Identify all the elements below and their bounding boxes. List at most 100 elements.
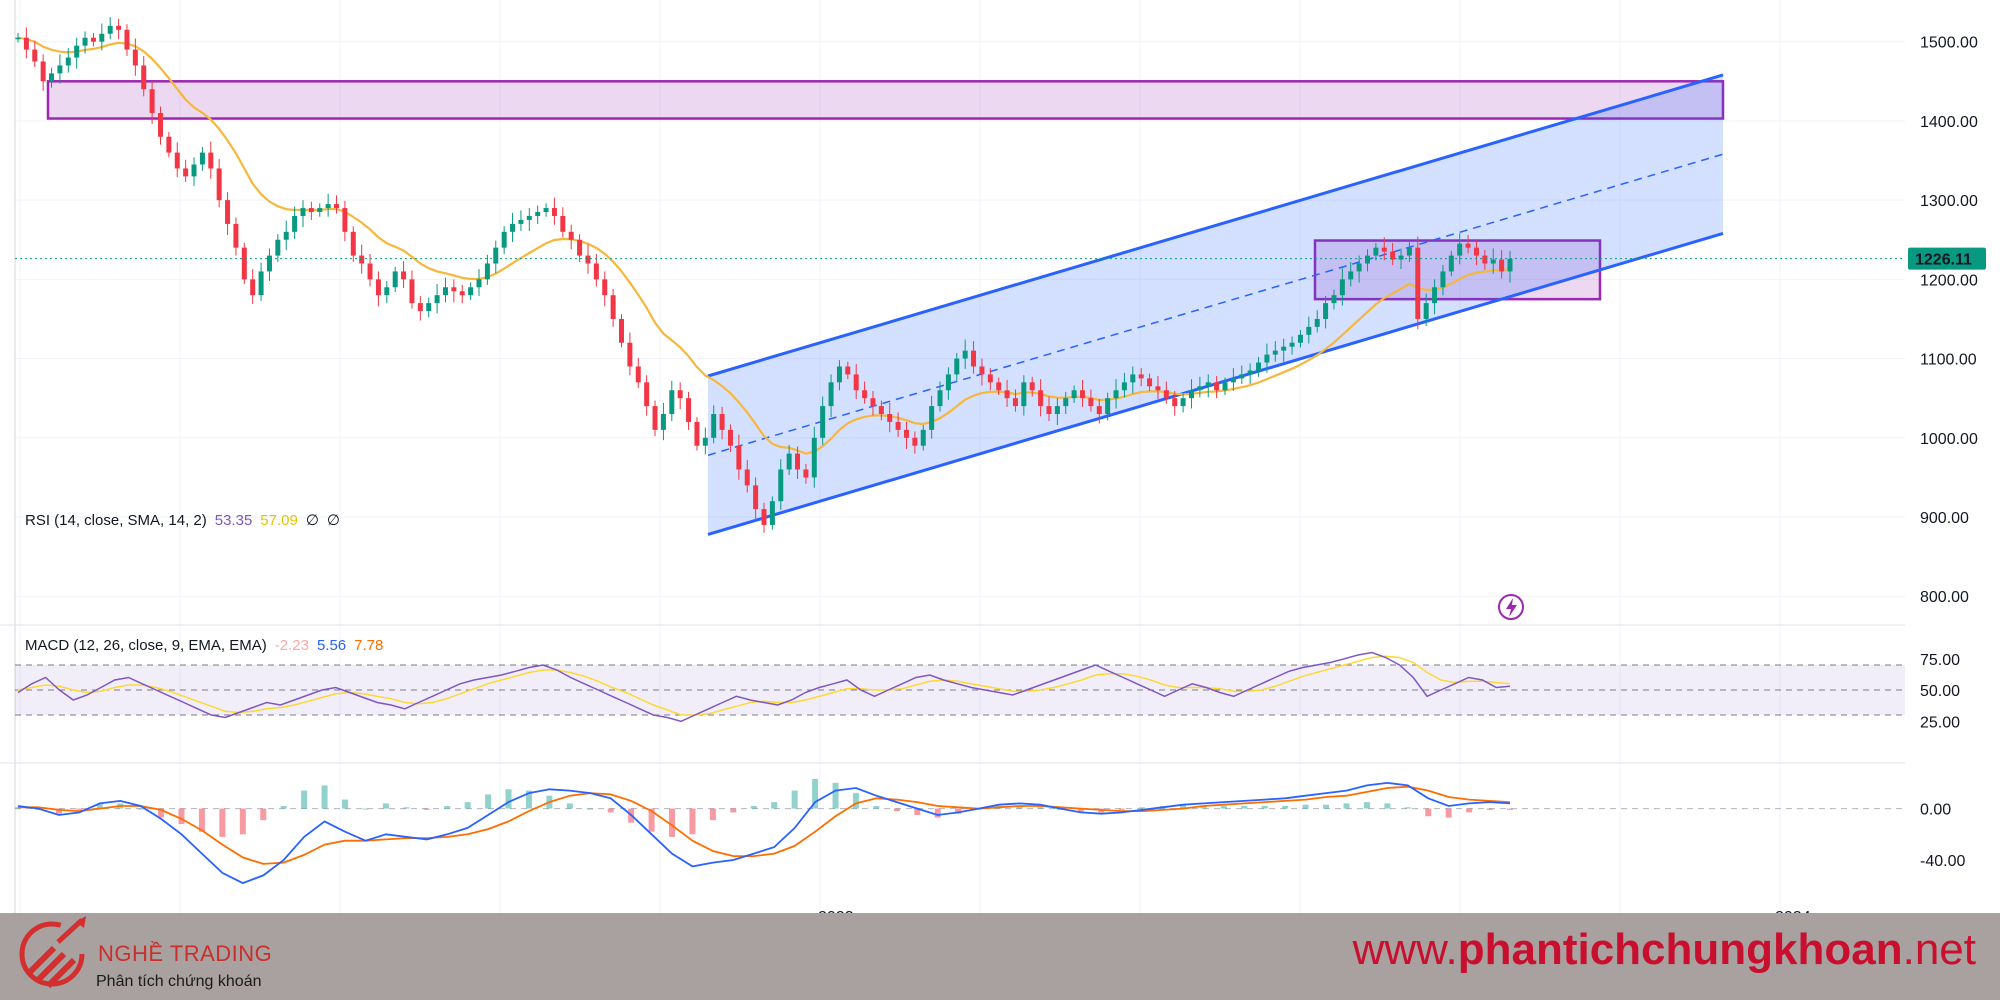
candle-body [627,342,633,367]
macd-histogram-bar [1323,804,1330,809]
candle-body [141,65,147,90]
candle-body [442,287,448,296]
candle-body [74,45,80,58]
candle-body [250,279,256,296]
candle-body [568,231,574,240]
macd-histogram-bar [1282,806,1289,809]
current-price-badge [1908,247,1986,270]
candle-body [1339,279,1345,296]
candle-body [99,33,105,42]
candle-body [903,429,909,438]
macd-histogram-bar [1179,804,1186,809]
candle-body [1054,406,1060,415]
channel-fill [708,74,1723,535]
candle-body [1080,390,1086,399]
candle-body [426,303,432,312]
candle-body [795,453,801,470]
macd-histogram-bar [566,803,573,809]
candle-body [543,208,549,213]
candle-body [40,61,46,82]
macd-histogram-bar [505,789,512,809]
candle-body [241,247,247,280]
lightning-bolt-icon[interactable] [1498,594,1524,620]
candle-body [1256,362,1262,371]
candle-body [1205,382,1211,387]
macd-histogram-bar [771,802,778,809]
candle-body [987,374,993,383]
candle-body [1499,259,1505,272]
candle-body [459,291,465,296]
candle-body [484,263,490,280]
macd-histogram-bar [485,794,492,809]
macd-histogram-bar [669,808,676,837]
candle-body [32,49,38,62]
site-url-link[interactable]: www.phantichchungkhoan.net [1353,925,1976,975]
candle-body [1356,263,1362,272]
rsi-title: RSI (14, close, SMA, 14, 2) 53.35 57.09 ∅ ∅ [25,512,340,529]
rsi-signal-line [17,655,1511,716]
candle-body [912,437,918,446]
candle-body [761,509,767,525]
time-tick-label: 2023 [818,909,854,913]
candle-body [468,287,474,296]
candle-body [225,200,231,224]
candle-body [786,453,792,470]
candle-body [694,421,700,446]
candle-body [1113,390,1119,399]
candle-body [979,366,985,375]
candle-body [501,231,507,248]
macd-histogram-bar [934,808,941,818]
macd-histogram-bar [137,808,144,810]
macd-histogram-bar [1445,808,1452,818]
candle-body [1331,295,1337,304]
ema-polyline [17,36,1511,455]
candle-body [15,37,21,40]
rsi-tick-label: 25.00 [1920,714,1960,731]
price-tick-label: 1200.00 [1920,272,1978,289]
candle-body [845,366,851,375]
candle-body [702,437,708,446]
macd-histogram-bar [1261,806,1268,809]
macd-histogram-bar [1486,808,1493,810]
candle-body [199,152,205,165]
candle-body [1482,255,1488,264]
candle-body [1373,247,1379,256]
candle-body [736,445,742,470]
candle-body [719,414,725,430]
macd-histogram-bar [852,793,859,809]
macd-tick-label: 0.00 [1920,802,1951,819]
macd-histogram-bar [730,808,737,813]
price-chart[interactable]: 1500.00 1400.00 1300.00 1200.00 1100.00 1000.… [0,0,2000,913]
candle-body [1281,346,1287,351]
candle-body [157,112,163,137]
time-tick-label: 2024 [1775,909,1811,913]
candle-body [359,255,365,264]
candle-body [803,469,809,478]
candle-body [1214,382,1220,391]
candle-body [535,212,541,216]
rsi-tick-label: 50.00 [1920,683,1960,700]
macd-histogram-bar [219,808,226,837]
candle-body [1147,378,1153,387]
candle-body [325,204,331,209]
candle-body [862,390,868,399]
candle-body [317,208,323,213]
candle-body [308,208,314,213]
candle-body [619,318,625,343]
candle-body [1163,390,1169,399]
macd-histogram-bar [955,808,962,814]
macd-histogram-bar [1118,808,1125,810]
candle-body [1012,398,1018,407]
current-price-marker: 1226.11 [15,247,1986,270]
candle-body [375,279,381,296]
candle-body [937,390,943,407]
candle-body [49,73,55,82]
candle-body [292,215,298,232]
chart-grid [0,0,1905,913]
macd-histogram-bar [1425,808,1432,817]
candle-body [1423,303,1429,319]
macd-histogram-bar [1507,808,1513,810]
macd-histogram-bar [403,807,410,809]
candle-body [836,366,842,383]
candle-body [510,223,516,232]
